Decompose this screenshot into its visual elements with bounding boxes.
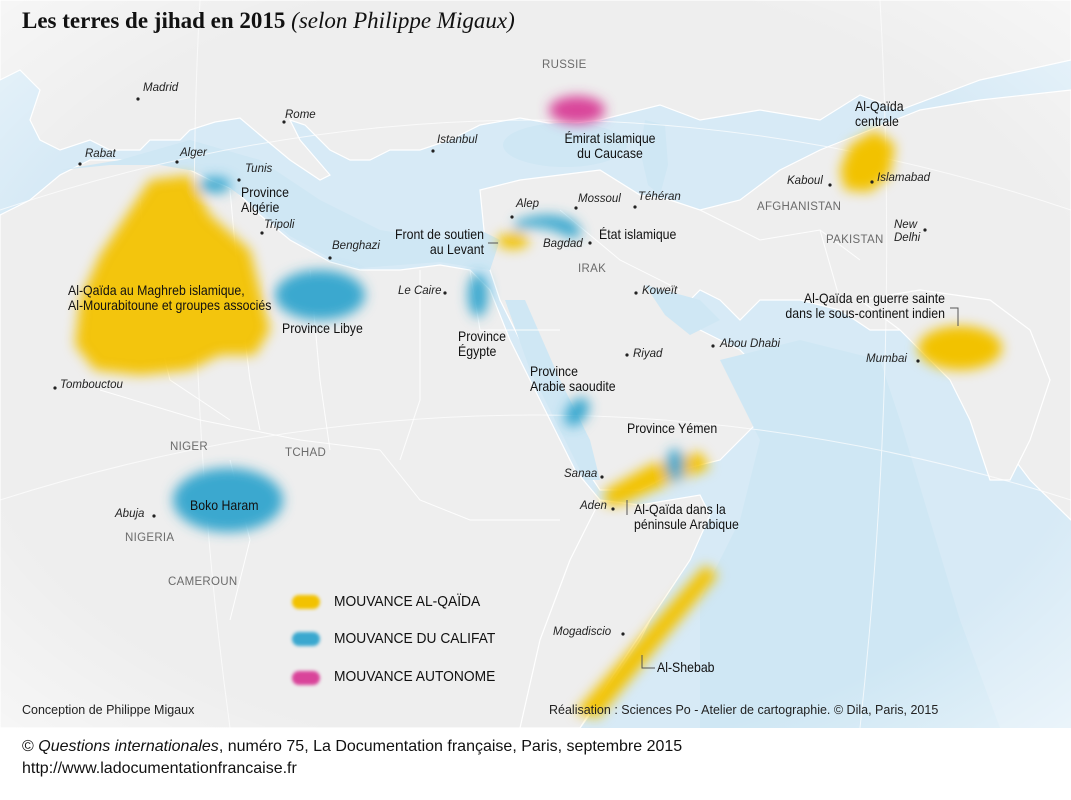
zone-province-libye — [275, 270, 365, 320]
city-sanaa: Sanaa — [564, 468, 598, 480]
country-irak: IRAK — [578, 263, 607, 275]
zone-boko-haram — [173, 468, 283, 532]
legend-label-califat: MOUVANCE DU CALIFAT — [334, 630, 496, 647]
legend-swatch-autonome — [292, 671, 320, 685]
city-mogadiscio: Mogadiscio — [553, 626, 612, 638]
label-province-libye: Province Libye — [282, 320, 363, 336]
city-tunis: Tunis — [245, 163, 273, 175]
credit-realisation: Réalisation : Sciences Po - Atelier de c… — [549, 703, 939, 717]
zone-shebab — [575, 565, 718, 718]
label-emirat-caucase: Émirat islamique du Caucase — [564, 130, 656, 161]
zone-province-egypte — [468, 273, 488, 317]
label-front-levant: Front de soutien au Levant — [394, 226, 484, 257]
city-new-delhi: New Delhi — [894, 219, 921, 244]
legend-label-autonome: MOUVANCE AUTONOME — [334, 668, 496, 685]
zone-province-yemen — [666, 449, 684, 481]
zone-province-arabie — [564, 397, 590, 427]
label-province-egypte: Province Égypte — [458, 328, 506, 359]
city-islamabad: Islamabad — [877, 172, 931, 184]
title-sub: (selon Philippe Migaux) — [291, 8, 515, 33]
city-kaboul: Kaboul — [787, 175, 823, 187]
label-province-algerie: Province Algérie — [241, 184, 289, 215]
footer-copyright: © — [22, 738, 34, 755]
label-shebab: Al-Shebab — [657, 659, 715, 675]
zone-alqaida-indien — [918, 326, 1002, 370]
city-madrid: Madrid — [143, 82, 179, 94]
city-abuja: Abuja — [115, 508, 145, 520]
footer-url[interactable]: http://www.ladocumentationfrancaise.fr — [22, 760, 297, 777]
footer-rest: , numéro 75, La Documentation française,… — [218, 738, 683, 755]
leader-lines — [488, 242, 959, 669]
city-dots — [53, 97, 927, 636]
title-main: Les terres de jihad en 2015 — [22, 8, 286, 33]
zone-alqaida-centrale — [840, 130, 895, 192]
city-alep: Alep — [516, 198, 540, 210]
city-rabat: Rabat — [85, 148, 116, 160]
city-teheran: Téhéran — [638, 191, 681, 203]
label-etat-islamique: État islamique — [599, 226, 677, 242]
city-abou-dhabi: Abou Dhabi — [720, 338, 781, 350]
zone-etat-islamique — [515, 215, 583, 238]
city-mossoul: Mossoul — [578, 193, 621, 205]
city-rome: Rome — [285, 109, 316, 121]
label-province-yemen: Province Yémen — [627, 420, 718, 436]
label-alqaida-indien: Al-Qaïda en guerre sainte dans le sous-c… — [785, 290, 945, 321]
city-benghazi: Benghazi — [332, 240, 380, 252]
footer-publication: Questions internationales — [38, 738, 219, 755]
city-istanbul: Istanbul — [437, 134, 478, 146]
city-mumbai: Mumbai — [866, 353, 907, 365]
zones — [75, 96, 1002, 718]
map-background — [0, 0, 1071, 728]
map-title: Les terres de jihad en 2015 (selon Phili… — [22, 8, 515, 34]
legend-label-alqaida: MOUVANCE AL-QAÏDA — [334, 593, 481, 610]
label-boko-haram: Boko Haram — [190, 497, 259, 513]
label-aqmi: Al-Qaïda au Maghreb islamique, Al-Mourab… — [68, 282, 272, 313]
country-afghanistan: AFGHANISTAN — [757, 201, 842, 213]
country-cameroun: CAMEROUN — [168, 576, 238, 588]
legend-swatch-califat — [292, 632, 320, 646]
zone-emirat-caucase — [549, 96, 605, 124]
country-pakistan: PAKISTAN — [826, 234, 884, 246]
zone-front-levant — [497, 233, 529, 249]
city-alger: Alger — [180, 147, 207, 159]
country-niger: NIGER — [170, 441, 208, 453]
country-tchad: TCHAD — [285, 447, 327, 459]
city-tripoli: Tripoli — [264, 219, 295, 231]
country-russie: RUSSIE — [542, 59, 587, 71]
legend-swatch-alqaida — [292, 595, 320, 609]
country-nigeria: NIGERIA — [125, 532, 175, 544]
city-le-caire: Le Caire — [398, 285, 442, 297]
label-aqpa: Al-Qaïda dans la péninsule Arabique — [634, 501, 739, 532]
label-province-arabie: Province Arabie saoudite — [530, 363, 616, 394]
footer-source: © Questions internationales, numéro 75, … — [22, 738, 682, 756]
label-alqaida-centrale: Al-Qaïda centrale — [855, 98, 904, 129]
credit-conception: Conception de Philippe Migaux — [22, 703, 195, 717]
city-bagdad: Bagdad — [543, 238, 583, 250]
city-koweit: Koweït — [642, 285, 678, 297]
zone-aqmi — [75, 175, 270, 375]
zone-province-algerie — [199, 177, 231, 193]
city-tombouctou: Tombouctou — [60, 379, 123, 391]
city-riyad: Riyad — [633, 348, 663, 360]
city-aden: Aden — [580, 500, 607, 512]
